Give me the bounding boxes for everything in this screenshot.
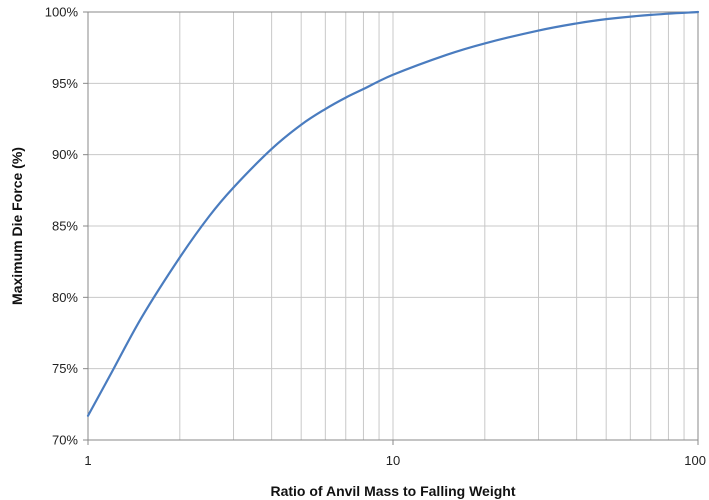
y-tick-label: 85% xyxy=(52,219,78,234)
y-tick-label: 75% xyxy=(52,361,78,376)
y-axis-title: Maximum Die Force (%) xyxy=(9,147,25,305)
x-tick-label: 1 xyxy=(84,453,91,468)
x-tick-label: 10 xyxy=(386,453,400,468)
series-line xyxy=(86,10,700,417)
y-tick-label: 70% xyxy=(52,433,78,448)
y-tick-label: 100% xyxy=(45,5,79,20)
series-layer xyxy=(86,10,700,417)
x-tick-label: 100 xyxy=(684,453,706,468)
y-tick-label: 80% xyxy=(52,290,78,305)
x-axis-title: Ratio of Anvil Mass to Falling Weight xyxy=(270,483,515,499)
grid-lines xyxy=(87,11,698,441)
tick-labels: 70% 75% 80% 85% 90% 95% 100% 1 10 100 xyxy=(45,5,706,469)
y-tick-label: 95% xyxy=(52,76,78,91)
y-tick-label: 90% xyxy=(52,147,78,162)
